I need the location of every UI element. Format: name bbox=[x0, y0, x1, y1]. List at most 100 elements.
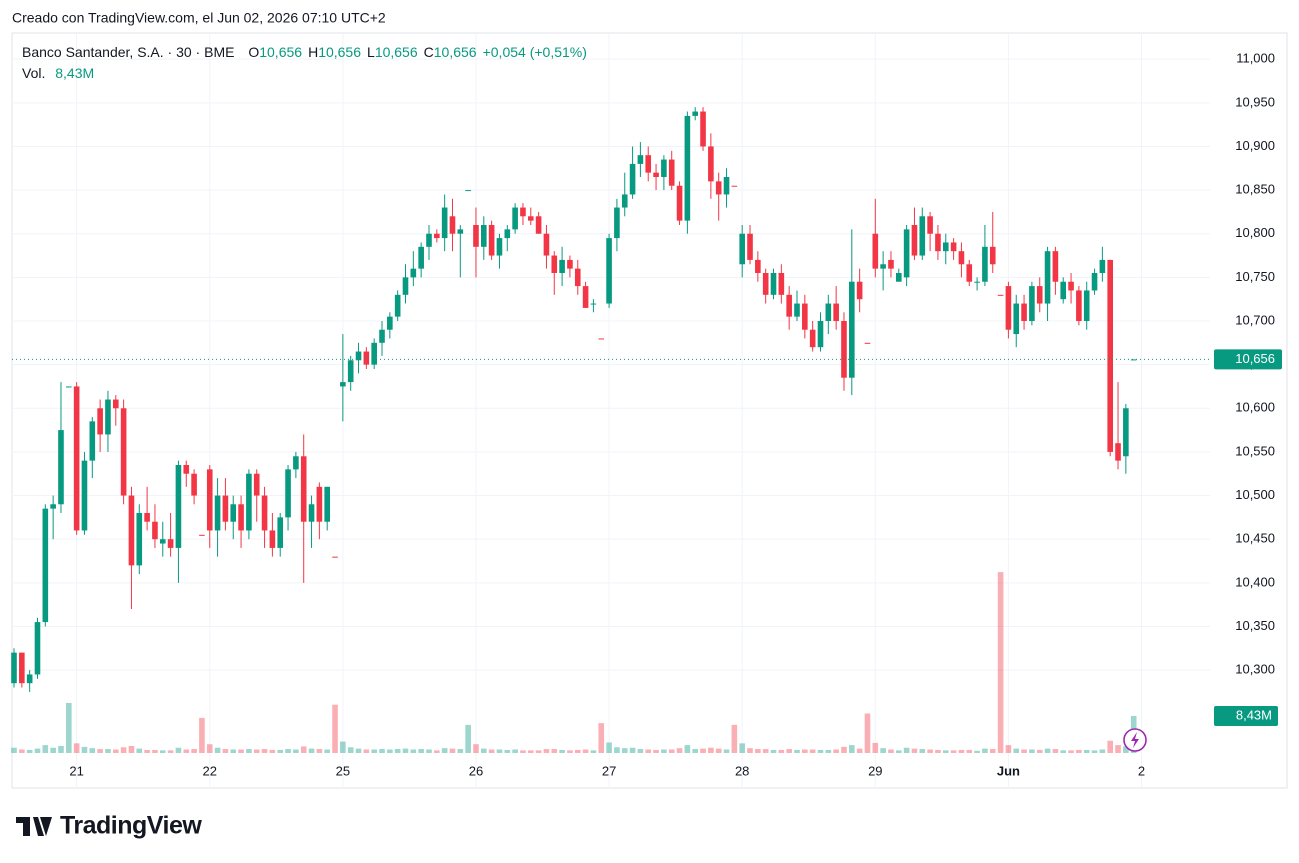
candle-body bbox=[73, 386, 80, 531]
volume-bar bbox=[481, 748, 487, 753]
candle-body bbox=[332, 556, 338, 558]
volume-bar bbox=[1083, 749, 1090, 753]
candle-body bbox=[942, 242, 949, 252]
candle-body bbox=[206, 469, 213, 531]
candle-body bbox=[958, 251, 965, 265]
candle-body bbox=[723, 177, 730, 195]
candle-body bbox=[543, 233, 550, 256]
volume-bar bbox=[426, 749, 432, 753]
candle-body bbox=[849, 281, 855, 378]
volume-bar bbox=[167, 750, 174, 753]
candle-body bbox=[935, 233, 941, 252]
candle-body bbox=[895, 273, 902, 282]
candle-body bbox=[653, 172, 659, 177]
volume-layer bbox=[11, 572, 1137, 753]
volume-bar bbox=[434, 750, 440, 753]
volume-bar bbox=[73, 743, 80, 753]
candle-body bbox=[966, 264, 973, 282]
volume-key: Vol. bbox=[22, 65, 45, 81]
candle-body bbox=[97, 408, 103, 435]
volume-bar bbox=[1068, 750, 1074, 753]
volume-bar bbox=[1091, 750, 1098, 753]
volume-bar bbox=[246, 749, 252, 753]
volume-bar bbox=[324, 749, 330, 753]
candle-body bbox=[582, 286, 589, 308]
volume-bar bbox=[1044, 748, 1051, 753]
volume-bar bbox=[794, 749, 800, 753]
candle-body bbox=[794, 303, 800, 317]
candle-body bbox=[997, 294, 1004, 296]
volume-bar bbox=[230, 749, 237, 753]
candle-body bbox=[418, 246, 424, 269]
volume-bar bbox=[997, 572, 1004, 753]
y-tick-label: 10,450 bbox=[1235, 531, 1275, 546]
volume-bar bbox=[731, 724, 738, 753]
candle-body bbox=[974, 281, 980, 283]
x-tick-label: 29 bbox=[868, 763, 882, 778]
candle-body bbox=[786, 294, 792, 317]
candle-body bbox=[755, 259, 761, 273]
last-volume-label: 8,43M bbox=[1236, 707, 1272, 722]
volume-bar bbox=[457, 749, 464, 753]
header: Creado con TradingView.com, el Jun 02, 2… bbox=[12, 10, 386, 26]
candle-body bbox=[825, 303, 832, 321]
logo[interactable]: TradingView bbox=[16, 812, 203, 840]
volume-bar bbox=[919, 749, 926, 753]
volume-bar bbox=[402, 748, 409, 753]
y-tick-label: 10,500 bbox=[1235, 487, 1275, 502]
candle-body bbox=[167, 539, 174, 548]
candle-body bbox=[50, 504, 56, 509]
candle-body bbox=[175, 465, 182, 548]
volume-bar bbox=[1036, 749, 1043, 753]
candle-body bbox=[880, 264, 886, 269]
volume-bar bbox=[293, 749, 299, 753]
alert-icon[interactable] bbox=[1123, 728, 1147, 752]
volume-bar bbox=[864, 713, 871, 753]
volume-bar bbox=[1099, 749, 1106, 753]
candle-body bbox=[66, 386, 72, 388]
volume-bar bbox=[473, 744, 479, 753]
volume-bar bbox=[903, 747, 910, 753]
candle-body bbox=[269, 530, 276, 548]
volume-bar bbox=[535, 750, 542, 753]
volume-bar bbox=[206, 744, 213, 753]
volume-bar bbox=[927, 749, 933, 753]
candle-body bbox=[676, 185, 683, 221]
candle-body bbox=[11, 652, 17, 684]
volume-bar bbox=[700, 748, 706, 753]
volume-bar bbox=[19, 749, 25, 753]
y-tick-label: 10,750 bbox=[1235, 269, 1275, 284]
y-tick-label: 11,000 bbox=[1236, 51, 1275, 66]
candle-body bbox=[567, 259, 573, 269]
volume-bar bbox=[614, 747, 620, 753]
volume-bar bbox=[747, 748, 753, 753]
candle-body bbox=[496, 238, 503, 256]
candle-body bbox=[1021, 303, 1027, 321]
volume-bar bbox=[739, 743, 745, 753]
candle-body bbox=[598, 338, 605, 340]
volume-bar bbox=[152, 749, 158, 753]
y-tick-label: 10,600 bbox=[1235, 400, 1275, 415]
volume-bar bbox=[214, 747, 221, 753]
candle-body bbox=[590, 303, 597, 305]
candle-body bbox=[684, 115, 691, 221]
volume-bar bbox=[982, 748, 988, 753]
volume-bar bbox=[1021, 749, 1027, 753]
candle-body bbox=[778, 273, 785, 295]
volume-bar bbox=[1107, 740, 1113, 753]
volume-bar bbox=[841, 746, 847, 753]
candle-body bbox=[1083, 290, 1090, 321]
volume-bar bbox=[105, 749, 111, 753]
legend-key: L bbox=[367, 44, 375, 60]
candle-body bbox=[1091, 273, 1098, 291]
x-tick-label: 26 bbox=[469, 763, 483, 778]
volume-bar bbox=[441, 748, 448, 753]
candle-body bbox=[340, 382, 346, 387]
candle-body bbox=[465, 190, 471, 192]
volume-bar bbox=[1123, 746, 1129, 753]
candle-body bbox=[1052, 251, 1059, 282]
volume-bar bbox=[621, 748, 628, 753]
candle-body bbox=[927, 216, 933, 234]
volume-bar bbox=[629, 747, 636, 753]
volume-bar bbox=[144, 749, 150, 753]
